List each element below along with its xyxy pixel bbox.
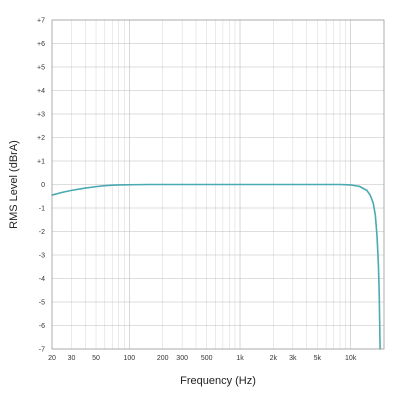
y-tick-label: +5 (37, 65, 45, 72)
x-axis-ticks: 20 30 50 100 200 300 500 1k 2k 3k 5k 10k (48, 355, 357, 362)
x-tick-label: 30 (68, 355, 76, 362)
x-tick-label: 2k (270, 355, 278, 362)
y-tick-label: +4 (37, 88, 45, 95)
x-tick-label: 20 (48, 355, 56, 362)
x-tick-label: 200 (157, 355, 169, 362)
y-axis-label: RMS Level (dBrA) (8, 140, 20, 229)
x-tick-label: 10k (345, 355, 357, 362)
y-tick-label: -1 (39, 206, 45, 213)
y-tick-label: +2 (37, 135, 45, 142)
y-tick-label: +3 (37, 112, 45, 119)
x-tick-label: 100 (124, 355, 136, 362)
y-tick-label: -3 (39, 253, 45, 260)
frequency-response-line (51, 183, 381, 350)
y-tick-label: 0 (41, 182, 45, 189)
y-tick-label: +7 (37, 18, 45, 25)
x-tick-label: 1k (236, 355, 244, 362)
x-axis-label: Frequency (Hz) (180, 375, 256, 387)
y-tick-label: -4 (39, 276, 45, 283)
x-tick-label: 300 (176, 355, 188, 362)
y-tick-label: +6 (37, 41, 45, 48)
x-tick-label: 50 (92, 355, 100, 362)
y-tick-label: -7 (39, 347, 45, 354)
x-tick-label: 3k (289, 355, 297, 362)
series-layer (51, 183, 381, 350)
x-tick-label: 500 (201, 355, 213, 362)
y-tick-label: -6 (39, 323, 45, 330)
plot-frame (51, 19, 385, 350)
y-tick-label: +1 (37, 159, 45, 166)
y-tick-label: -5 (39, 300, 45, 307)
x-tick-label: 5k (314, 355, 322, 362)
y-axis-ticks: +7 +6 +5 +4 +3 +2 +1 0 -1 -2 -3 -4 -5 -6 -7 (37, 18, 45, 354)
y-tick-label: -2 (39, 229, 45, 236)
